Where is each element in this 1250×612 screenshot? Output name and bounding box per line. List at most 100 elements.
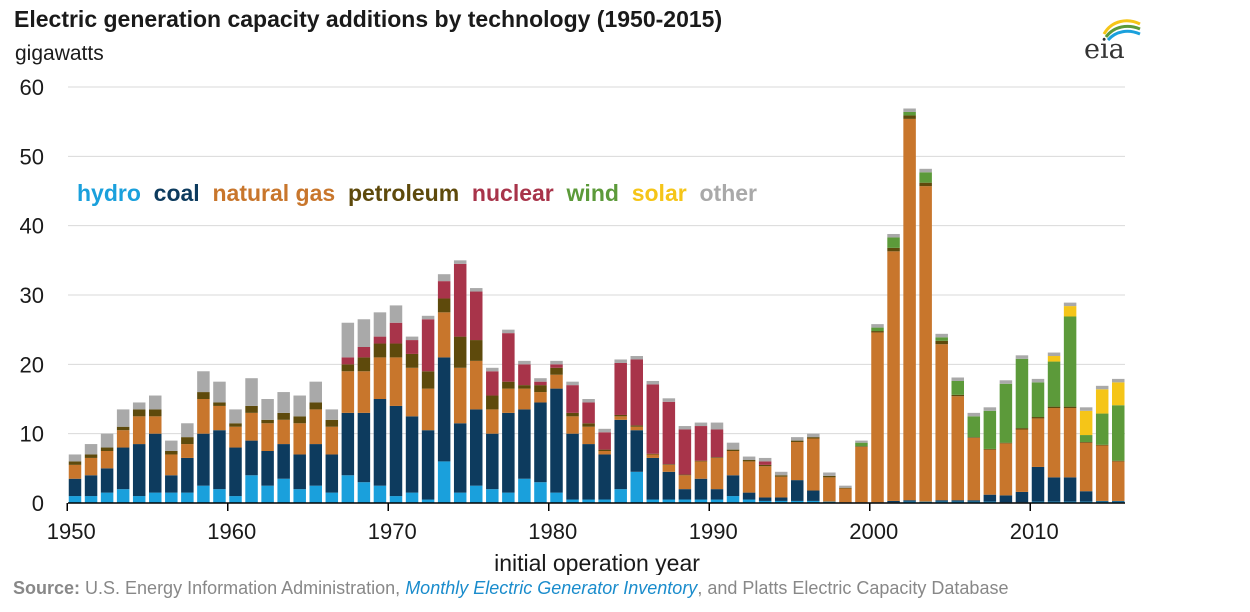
bar-segment-petroleum [309,402,322,410]
bar-segment-coal [758,497,772,501]
y-tick-label: 30 [20,283,44,308]
bar-segment-wind [1015,358,1029,429]
bar-segment-nuclear [341,357,355,365]
bar-segment-nuclear [662,401,676,465]
bar-segment-hydro [710,499,724,503]
bar-1979 [534,378,547,503]
bar-segment-coal [1063,477,1077,502]
legend: hydro coal natural gas petroleum nuclear… [77,180,757,206]
bar-segment-hydro [791,500,804,503]
bar-segment-coal [341,412,355,476]
bar-segment-nuclear [614,362,627,415]
bar-segment-natural-gas [341,371,355,413]
x-tick-label: 1960 [207,519,256,544]
bar-segment-natural-gas [999,443,1013,496]
bar-segment-petroleum [598,449,611,451]
bar-1985 [630,356,643,503]
bar-segment-petroleum [1079,441,1093,443]
bar-segment-hydro [293,489,306,503]
bar-segment-coal [470,409,483,486]
legend-text: hydro coal natural gas petroleum nuclear… [77,180,757,206]
bar-segment-natural-gas [758,466,772,498]
bar-segment-other [453,260,467,264]
bar-2000 [871,324,884,503]
bar-segment-petroleum [261,419,274,424]
bar-segment-petroleum [100,447,114,451]
bar-segment-natural-gas [694,461,708,479]
bar-1977 [502,329,515,503]
bar-segment-nuclear [405,340,419,354]
bar-segment-other [165,440,178,451]
bar-segment-petroleum [791,440,804,442]
bar-segment-petroleum [68,461,82,465]
bar-segment-other [1079,407,1093,411]
bar-segment-other [437,274,451,282]
bar-segment-wind [935,337,948,341]
bar-segment-coal [1047,477,1061,502]
bar-segment-hydro [132,496,146,503]
bar-segment-other [903,108,916,112]
bar-1968 [357,319,371,503]
bar-segment-nuclear [678,429,692,475]
bar-segment-other [758,457,772,462]
bar-segment-other [84,444,98,455]
bar-2014 [1095,385,1109,503]
bar-2004 [935,333,948,503]
bar-segment-coal [550,388,563,493]
bar-2009 [1015,355,1029,503]
bar-segment-natural-gas [1063,408,1077,478]
eia-logo-swoosh-icon [1102,19,1141,42]
legend-item-solar: solar [619,180,687,206]
bar-segment-other [582,399,595,403]
bar-segment-coal [662,471,676,500]
bar-segment-other [405,336,419,341]
bar-segment-solar [1047,356,1061,362]
bar-segment-coal [967,500,981,502]
bar-segment-natural-gas [116,430,130,448]
bar-segment-other [774,471,788,476]
bar-segment-other [1112,378,1125,383]
bar-segment-hydro [598,499,611,503]
bar-segment-other [421,315,435,320]
source-note: Source: U.S. Energy Information Administ… [13,578,1008,599]
bar-segment-natural-gas [325,426,339,455]
bar-1988 [678,426,692,503]
bar-segment-hydro [566,499,579,503]
bar-segment-hydro [726,496,740,503]
bar-1950 [68,454,82,503]
bar-segment-coal [807,490,820,501]
bar-2011 [1047,352,1061,503]
bar-segment-petroleum [373,343,387,358]
y-tick-label: 60 [20,75,44,100]
bar-1960 [229,409,242,503]
bar-segment-petroleum [614,414,627,417]
bar-segment-natural-gas [951,396,964,501]
bar-segment-natural-gas [518,388,531,410]
bar-segment-hydro [389,496,403,503]
bar-segment-hydro [742,499,756,503]
bar-segment-petroleum [213,402,226,406]
source-link[interactable]: Monthly Electric Generator Inventory [405,578,698,598]
bar-segment-coal [1112,500,1125,502]
bar-segment-hydro [421,499,435,503]
bar-segment-petroleum [1047,406,1061,409]
x-tick-label: 1980 [528,519,577,544]
bar-segment-petroleum [405,353,419,368]
bar-segment-hydro [84,496,98,503]
bar-segment-petroleum [566,412,579,417]
bar-1993 [758,457,772,503]
bar-1987 [662,398,676,503]
bar-segment-petroleum [486,395,499,410]
bar-1973 [437,274,451,503]
bar-segment-coal [84,475,98,497]
bar-segment-petroleum [149,409,162,417]
bar-segment-coal [502,412,515,493]
bar-segment-hydro [630,471,643,503]
bar-segment-hydro [405,492,419,503]
bar-segment-other [839,485,852,488]
bar-segment-coal [999,495,1013,503]
bar-segment-hydro [261,485,274,503]
bar-segment-hydro [694,499,708,503]
bar-segment-petroleum [1095,444,1109,446]
logo-text: eia [1084,34,1125,65]
